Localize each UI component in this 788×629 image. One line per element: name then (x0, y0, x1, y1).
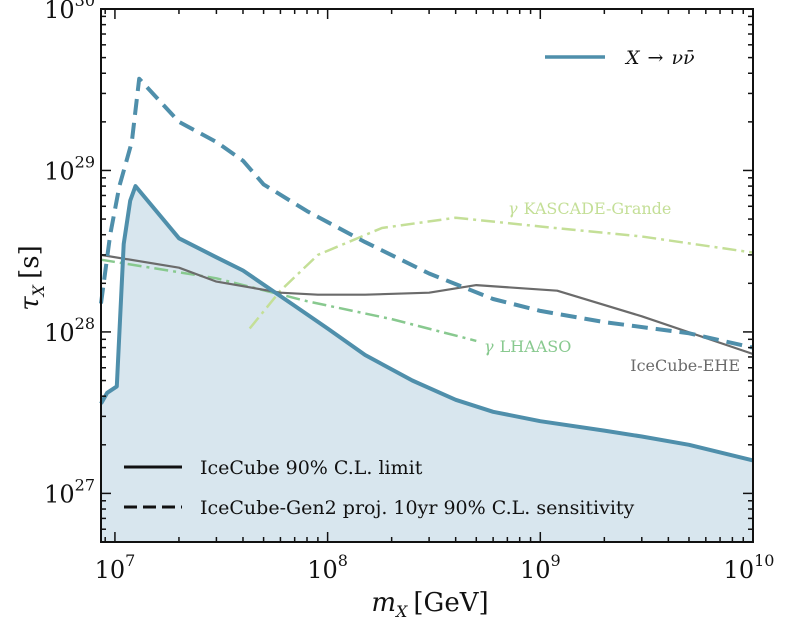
legend-channel: X → νν̄ (545, 47, 695, 69)
lhaaso-label: γ LHAASO (484, 337, 571, 356)
plot-area (99, 76, 754, 542)
legend-solid-label: IceCube 90% C.L. limit (200, 457, 423, 479)
y-axis-title: τX[s] (15, 245, 48, 310)
y-tick-label-1e29: 1029 (44, 152, 95, 185)
y-tick-label-1e30: 1030 (44, 0, 95, 24)
x-tick-label-1e7: 107 (95, 551, 136, 584)
legend-dashed-label: IceCube-Gen2 proj. 10yr 90% C.L. sensiti… (200, 497, 635, 519)
icecube-limit-excluded-region (101, 186, 753, 542)
icecube-ehe-line (100, 253, 754, 356)
x-axis-title: mX [GeV] (371, 588, 488, 621)
kascade-grande-line (248, 216, 754, 330)
lhaaso-line (100, 258, 477, 343)
tick-labels: 107 108 109 1010 1027 1028 1029 1030 (44, 0, 774, 584)
gen2-sensitivity-line (99, 76, 754, 350)
legend-channel-label: X → νν̄ (624, 47, 695, 69)
x-tick-label-1e10: 1010 (724, 551, 775, 584)
y-tick-label-1e28: 1028 (44, 314, 95, 347)
plot-frame (100, 8, 754, 543)
kascade-grande-label: γ KASCADE-Grande (508, 199, 671, 218)
icecube-ehe-label: IceCube-EHE (630, 356, 740, 375)
legend-styles: IceCube 90% C.L. limit IceCube-Gen2 proj… (124, 457, 635, 519)
icecube-limit-line (99, 184, 754, 463)
y-tick-label-1e27: 1027 (44, 475, 95, 508)
x-tick-label-1e8: 108 (307, 551, 348, 584)
x-tick-label-1e9: 109 (520, 551, 561, 584)
